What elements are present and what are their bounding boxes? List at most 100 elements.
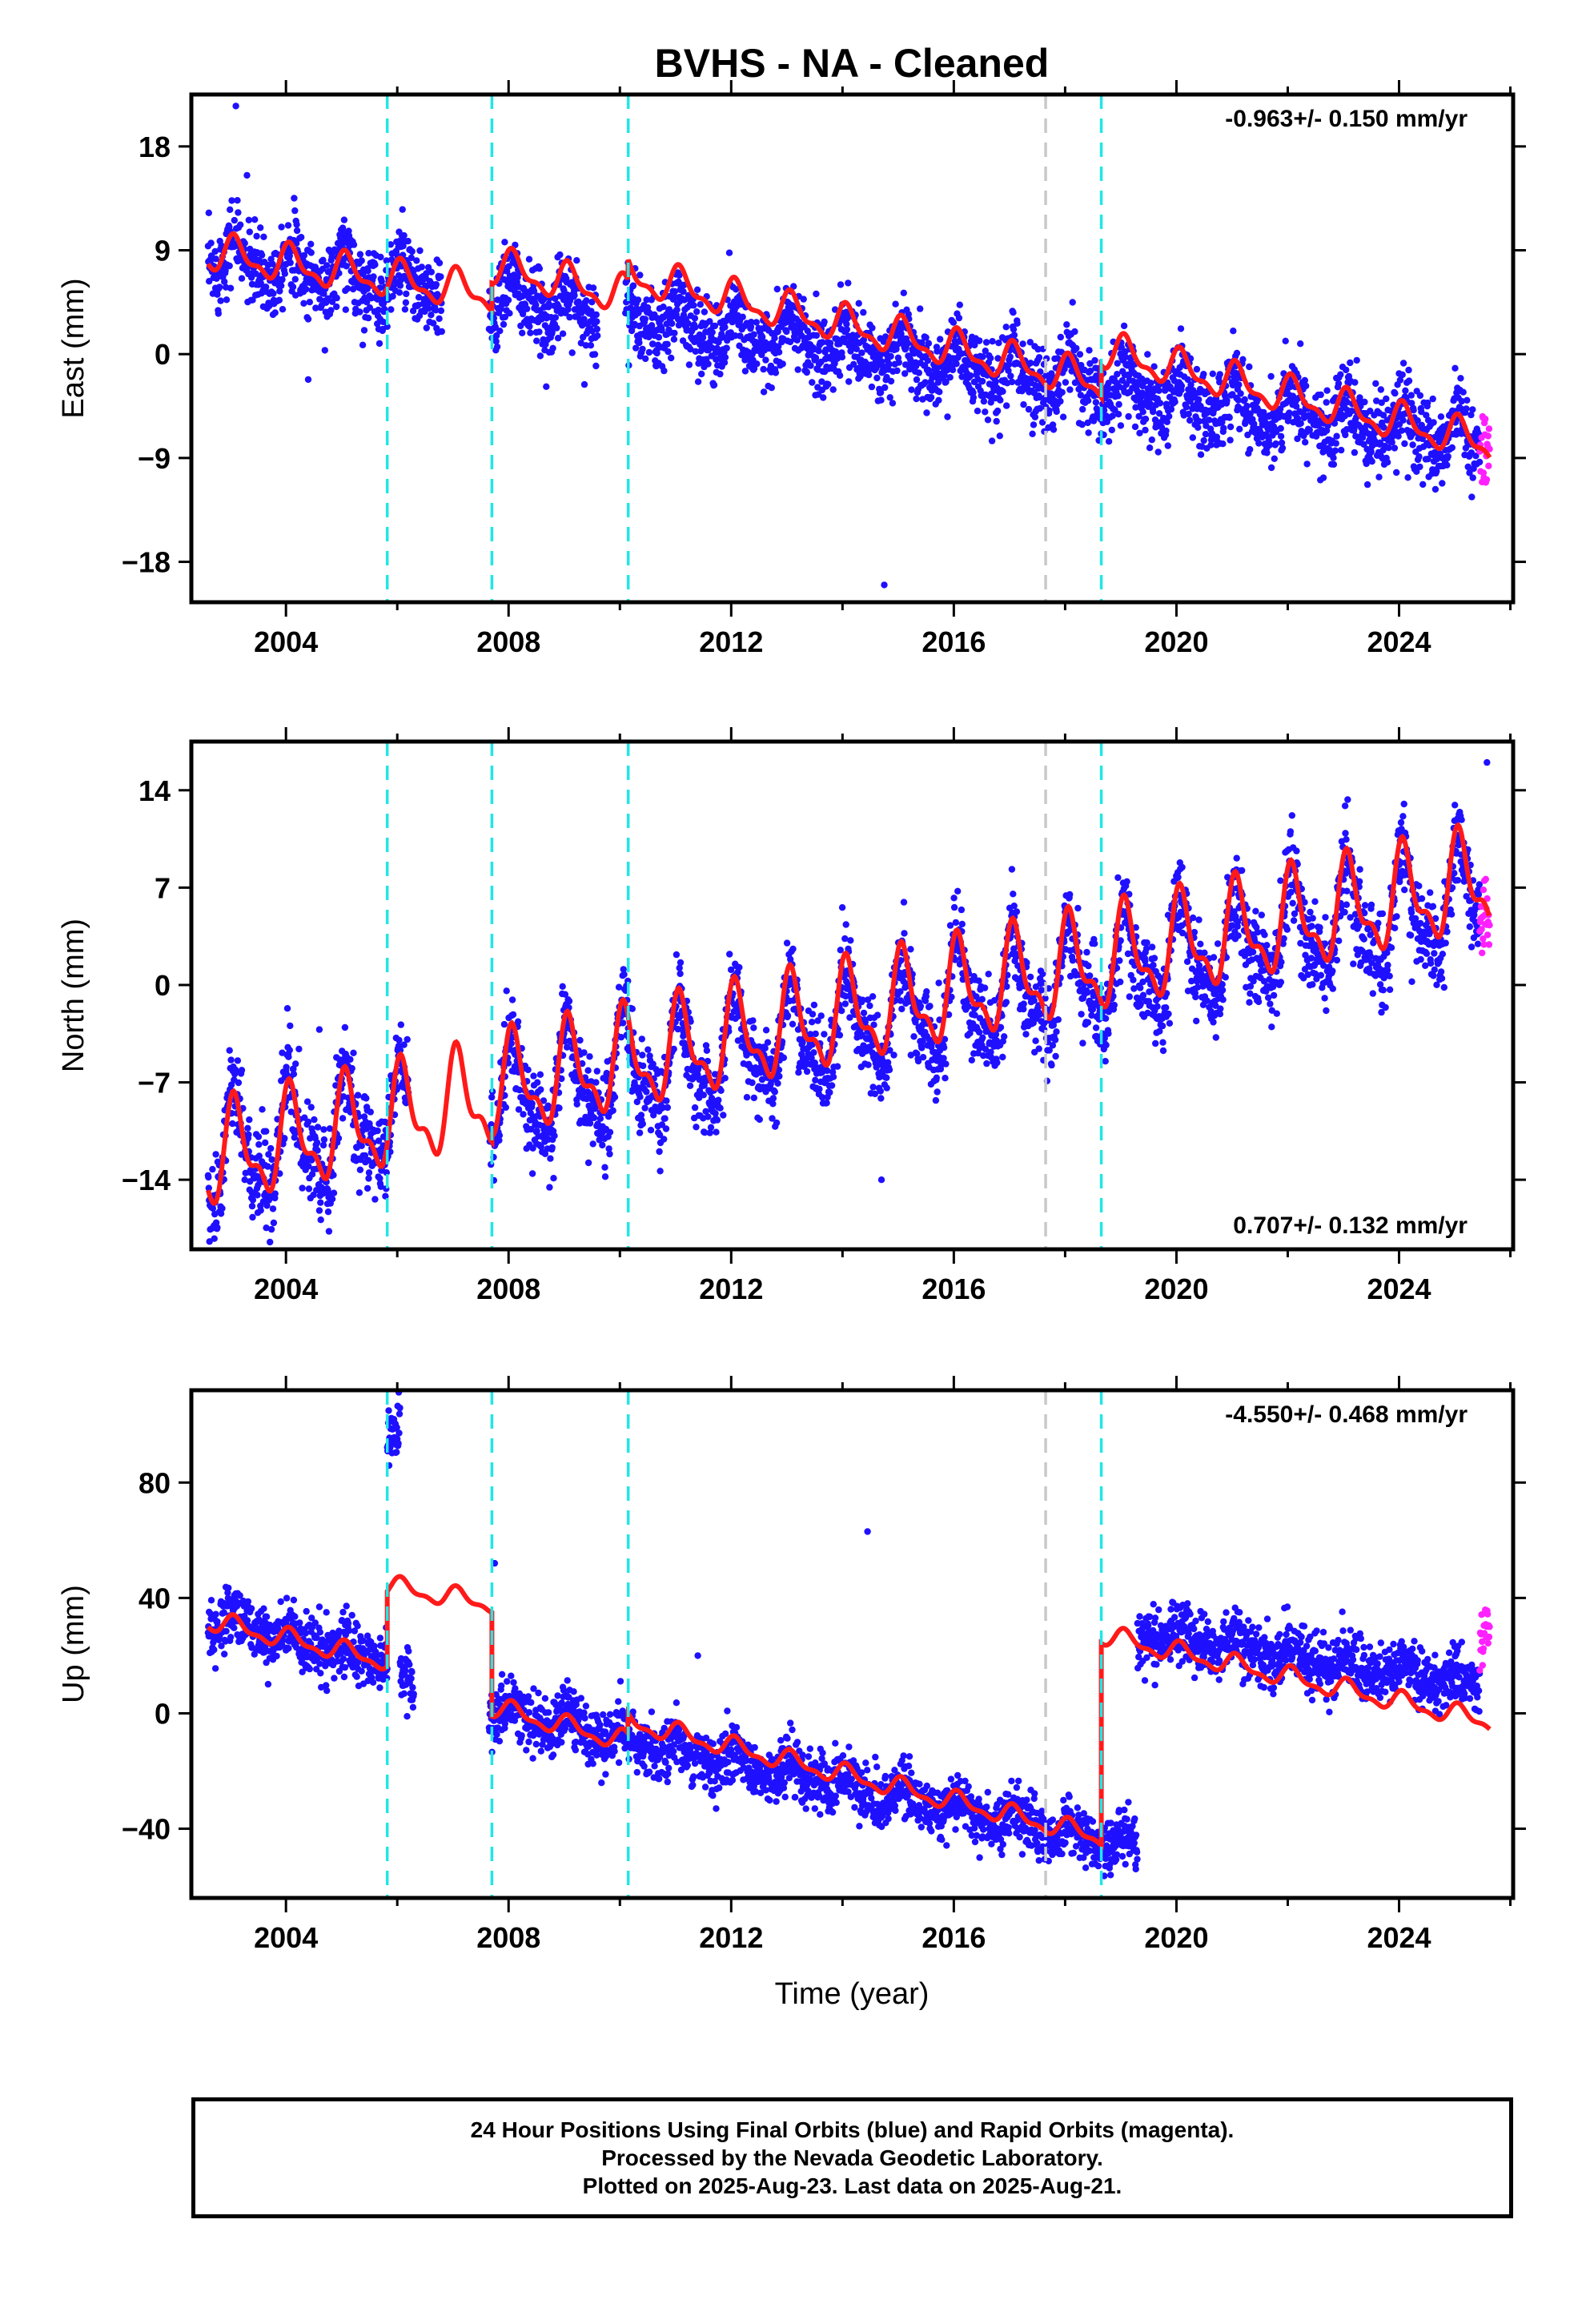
data-point [1485, 425, 1493, 432]
data-point [1193, 365, 1201, 373]
data-point [628, 1005, 636, 1012]
data-point [690, 302, 697, 309]
data-point [1302, 439, 1309, 446]
data-point [753, 319, 760, 326]
data-point [823, 1100, 830, 1107]
data-point [660, 304, 667, 311]
data-point [982, 339, 990, 346]
data-point [803, 368, 810, 376]
data-point [214, 1224, 221, 1232]
data-point [677, 959, 685, 967]
data-point [641, 1104, 648, 1112]
data-point [229, 1120, 236, 1128]
data-point [520, 1111, 527, 1118]
data-point [725, 249, 733, 256]
data-point [1277, 424, 1284, 432]
data-point [1237, 390, 1244, 397]
data-point [854, 364, 862, 372]
data-point [1383, 395, 1390, 403]
data-point [692, 324, 699, 331]
data-point [858, 349, 865, 356]
data-point [285, 1053, 292, 1060]
x-tick-label: 2016 [921, 625, 986, 658]
data-point [748, 319, 755, 326]
data-point [809, 379, 816, 386]
data-point [246, 1116, 253, 1124]
data-point [831, 360, 838, 368]
data-point [1444, 452, 1452, 460]
data-point [377, 253, 384, 261]
data-point [828, 1082, 836, 1089]
data-point [877, 396, 885, 404]
data-point [935, 396, 942, 404]
data-point [743, 1094, 751, 1101]
data-point [1247, 446, 1254, 453]
data-point [423, 270, 430, 277]
data-point [698, 370, 705, 378]
data-point [591, 351, 599, 358]
data-point [286, 1047, 293, 1054]
data-point [869, 1084, 877, 1091]
data-point [992, 378, 999, 385]
data-point [1206, 416, 1213, 424]
data-point [532, 301, 540, 308]
data-point [1469, 474, 1476, 481]
data-point [245, 1131, 252, 1139]
data-point [1416, 392, 1424, 400]
data-point [1155, 387, 1162, 394]
data-point [278, 282, 285, 289]
data-point [307, 240, 315, 247]
data-point [1166, 412, 1173, 420]
data-point [586, 1053, 593, 1060]
data-point [383, 257, 390, 264]
data-point [363, 1184, 371, 1192]
data-point [270, 290, 277, 297]
data-point [313, 1139, 321, 1147]
data-point [881, 384, 889, 392]
data-point [1230, 328, 1237, 335]
data-point [209, 1204, 217, 1212]
data-point [226, 1047, 233, 1054]
data-point [211, 247, 219, 255]
data-point [921, 379, 929, 386]
data-point [1452, 364, 1459, 372]
data-point [304, 1118, 312, 1126]
data-point [653, 349, 661, 357]
north-final-points [204, 758, 1491, 1246]
data-point [632, 344, 640, 352]
data-point [1014, 320, 1021, 327]
data-point [589, 284, 597, 292]
data-point [681, 296, 689, 304]
data-point [350, 241, 358, 248]
data-point [260, 233, 267, 240]
data-point [606, 1128, 614, 1136]
data-point [304, 316, 312, 323]
data-point [664, 1104, 671, 1112]
data-point [606, 1150, 613, 1158]
data-point [212, 1151, 219, 1158]
data-point [1069, 299, 1076, 306]
data-point [692, 348, 699, 355]
data-point [538, 316, 545, 323]
data-point [1282, 337, 1289, 344]
data-point [548, 1144, 556, 1152]
data-point [1109, 412, 1116, 420]
data-point [713, 1116, 721, 1124]
data-point [691, 1104, 699, 1112]
data-point [238, 275, 246, 282]
data-point [1115, 400, 1122, 408]
data-point [1200, 436, 1207, 444]
data-point [350, 1049, 357, 1057]
data-point [810, 1049, 817, 1056]
data-point [1131, 423, 1139, 431]
data-point [219, 1204, 226, 1212]
data-point [1429, 395, 1436, 403]
data-point [662, 1125, 670, 1132]
data-point [245, 216, 252, 223]
data-point [1239, 356, 1247, 363]
data-point [209, 1165, 216, 1173]
data-point [1117, 422, 1125, 429]
